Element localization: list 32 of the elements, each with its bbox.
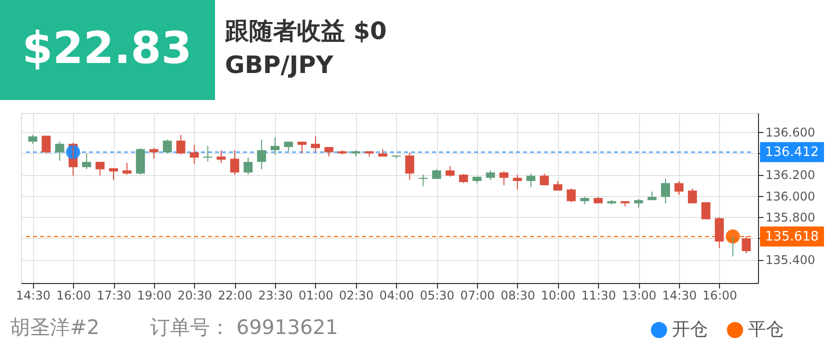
ref-line-label: 136.412 [765,145,819,160]
y-tick-label: 135.400 [766,253,816,268]
y-tick-label: 135.800 [766,210,816,225]
legend-label: 平仓 [748,319,784,340]
x-tick-label: 19:00 [137,288,172,302]
legend-label: 开仓 [672,319,708,340]
x-tick-label: 14:30 [662,288,697,302]
x-tick-label: 16:00 [56,288,91,302]
text: 订单号： 69913621 [150,315,338,339]
x-tick-label: 08:30 [500,288,536,302]
x-tick-label: 05:30 [420,288,454,302]
chart-subtitle: GBP/JPY [225,51,334,79]
x-tick-label: 14:30 [16,288,51,302]
x-tick-label: 20:30 [177,288,212,302]
x-tick-label: 01:00 [298,288,334,302]
chart-title: 跟随者收益 $0 [224,17,387,45]
x-tick-label: 07:00 [460,288,495,302]
x-tick-label: 02:30 [339,288,374,302]
x-tick-label: 22:00 [218,288,252,302]
text: $22.83 [22,23,192,74]
text: 胡圣洋#2 [10,315,100,339]
y-tick-label: 136.000 [766,189,816,204]
x-tick-label: 23:30 [258,288,293,302]
x-tick-label: 11:30 [581,288,616,302]
x-tick-label: 04:00 [379,288,414,302]
ref-line-label: 135.618 [765,229,819,244]
x-tick-label: 10:00 [540,288,576,302]
x-tick-label: 16:00 [702,288,738,302]
y-tick-label: 136.200 [766,168,816,182]
x-tick-label: 17:30 [96,288,132,302]
y-tick-label: 136.600 [766,126,816,140]
x-tick-label: 13:00 [622,288,656,302]
